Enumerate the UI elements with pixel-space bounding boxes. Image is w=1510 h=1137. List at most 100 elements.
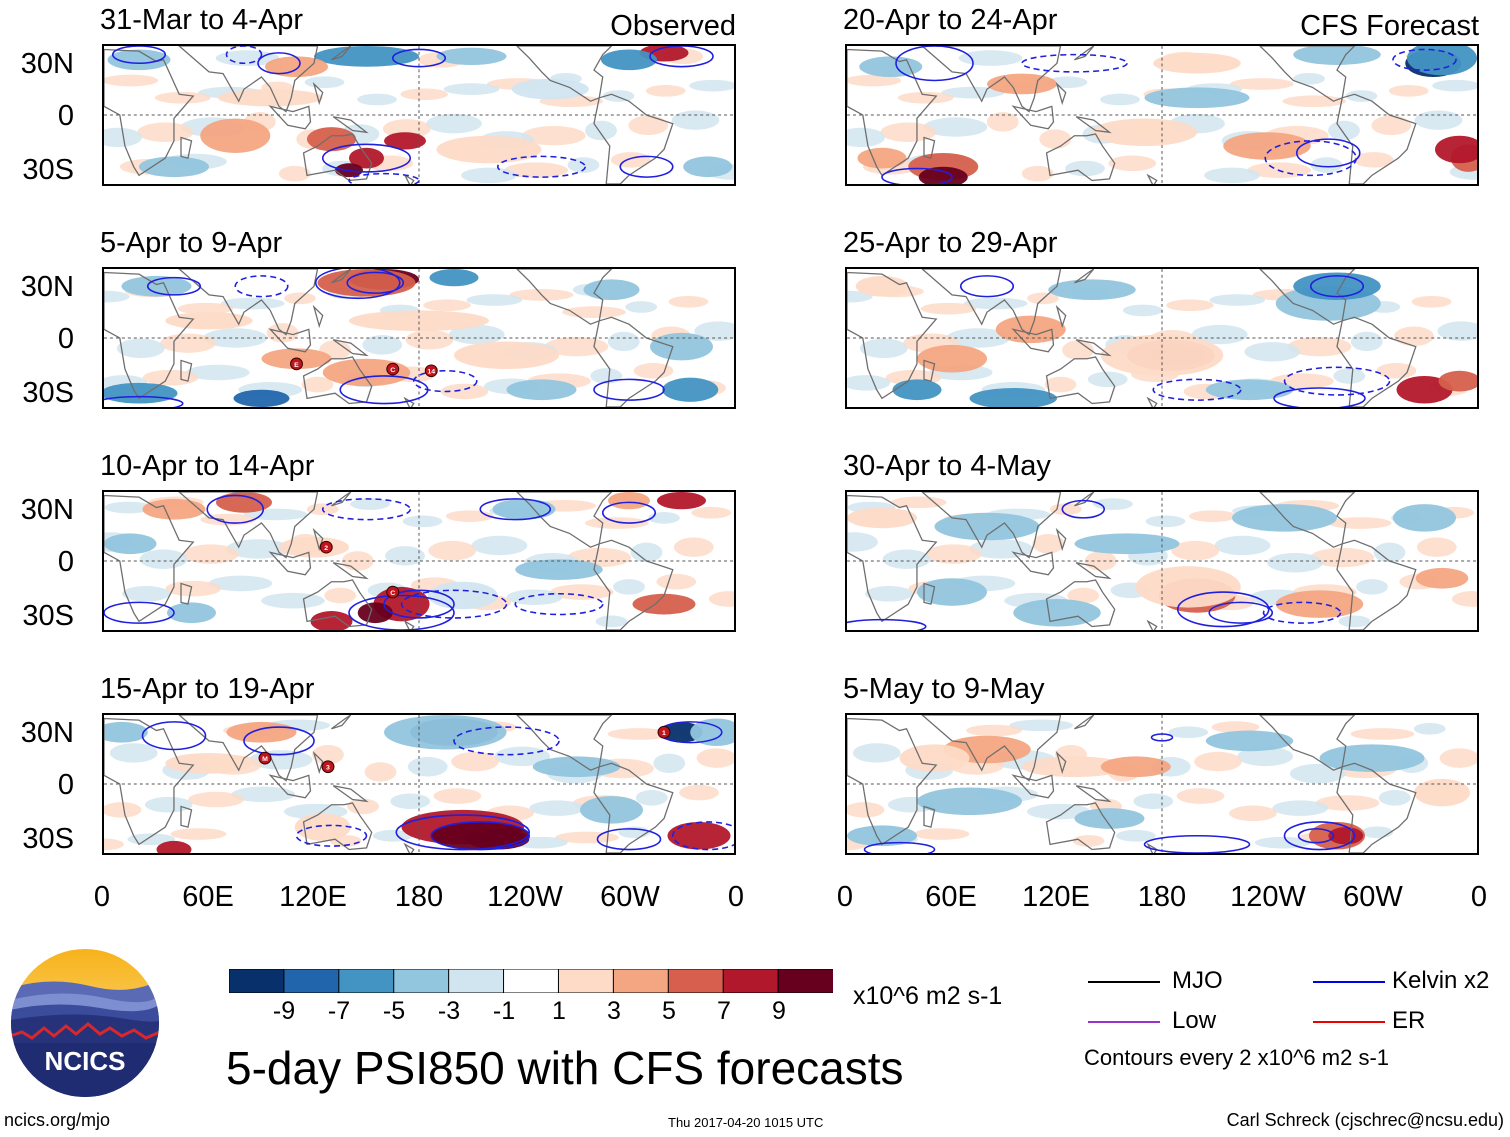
lat-label-row4-0: 0 xyxy=(57,769,74,801)
f0-anomaly-blob-2 xyxy=(857,147,907,169)
o2-field-noise-34 xyxy=(261,592,325,609)
colorbar xyxy=(228,968,834,994)
o3-storm-marker-dot-1 xyxy=(321,760,335,774)
o1-field-noise-1 xyxy=(633,363,674,379)
colorbar-swatch-4 xyxy=(448,968,505,994)
o3-kelvin-contour-4 xyxy=(596,828,662,851)
f1-field-noise-10 xyxy=(1333,368,1366,384)
o2-kelvin-contour-2 xyxy=(348,594,455,630)
o3-anomaly-blob-14 xyxy=(532,756,621,778)
o3-anomaly-blob-1 xyxy=(384,715,507,750)
f0-anomaly-blob-8 xyxy=(987,73,1057,95)
o3-field-noise-28 xyxy=(529,800,586,816)
o1-field-noise-2 xyxy=(694,321,734,341)
legend-line-kelvin xyxy=(1313,981,1385,983)
f0-anomaly-blob-5 xyxy=(1293,46,1381,65)
f0-field-noise-5 xyxy=(986,112,1019,132)
timestamp: Thu 2017-04-20 1015 UTC xyxy=(668,1115,824,1130)
f2-field-noise-2 xyxy=(847,532,878,552)
f0-field-noise-35 xyxy=(1039,129,1072,149)
map-svg-fcst-1 xyxy=(847,46,1477,184)
o2-field-noise-25 xyxy=(324,587,357,604)
f0-coastline-3 xyxy=(1011,105,1055,130)
f2-coastline-9 xyxy=(1055,527,1067,552)
f1-field-noise-2 xyxy=(1437,321,1477,341)
map-panel-obs-4: M 3 1 xyxy=(102,713,736,855)
o3-field-noise-7 xyxy=(433,788,482,804)
o1-field-noise-29 xyxy=(544,336,609,357)
o2-coastline-0 xyxy=(104,494,195,623)
o1-kelvin-contour-6 xyxy=(104,395,184,407)
o3-storm-marker-dot-0 xyxy=(258,751,272,765)
f1-coastline-2 xyxy=(1045,356,1116,405)
o1-anomaly-blob-8 xyxy=(453,341,559,370)
f1-coastline-6 xyxy=(1336,316,1417,407)
o2-field-noise-8 xyxy=(471,535,528,556)
o2-kelvin-contour-6 xyxy=(601,501,657,524)
o1-anomaly-blob-11 xyxy=(662,377,719,402)
o3-field-noise-12 xyxy=(127,833,176,846)
f1-anomaly-blob-11 xyxy=(969,388,1057,407)
f1-coastline-9 xyxy=(1055,304,1067,329)
o0-anomaly-blob-11 xyxy=(139,156,209,178)
colorbar-label-4: -1 xyxy=(492,997,516,1025)
f0-field-noise-23 xyxy=(880,122,937,142)
site-link[interactable]: ncics.org/mjo xyxy=(4,1110,111,1130)
o2-field-noise-19 xyxy=(549,584,614,600)
f3-coastline-3 xyxy=(1011,774,1055,799)
f1-field-noise-8 xyxy=(1191,324,1248,345)
f2-coastline-3 xyxy=(1011,551,1055,576)
o0-coastline-3 xyxy=(268,105,312,130)
f0-coastline-7 xyxy=(923,136,936,159)
lat-label-row1-0: 0 xyxy=(57,100,74,132)
o1-field-noise-32 xyxy=(116,338,165,359)
o2-storm-marker-dot-0 xyxy=(319,540,333,554)
o1-anomaly-blob-9 xyxy=(583,279,640,301)
f3-kelvin-contour-2 xyxy=(1143,834,1251,853)
f3-anomaly-blob-7 xyxy=(1328,827,1364,845)
o2-field-noise-13 xyxy=(165,580,222,597)
o0-field-noise-29 xyxy=(521,125,586,146)
lat-label-row4-30s: 30S xyxy=(22,823,74,855)
f0-kelvin-contour-5 xyxy=(881,167,953,184)
f1-field-noise-20 xyxy=(1350,331,1383,352)
map-svg-obs-2: E C 14 xyxy=(104,269,734,407)
o3-field-noise-35 xyxy=(364,762,397,782)
o3-field-noise-13 xyxy=(188,791,244,808)
f2-anomaly-blob-6 xyxy=(917,578,987,606)
lon-label-left-0-end: 0 xyxy=(727,881,745,913)
f0-field-noise-21 xyxy=(1388,85,1429,97)
f0-anomaly-blob-10 xyxy=(1092,118,1197,147)
colorbar-swatch-5 xyxy=(503,968,560,994)
o3-anomaly-blob-9 xyxy=(667,821,731,850)
o1-kelvin-contour-5 xyxy=(234,275,289,298)
f1-anomaly-blob-6 xyxy=(917,344,987,373)
o1-storm-marker-1: C xyxy=(386,362,400,376)
f1-kelvin-contour-1 xyxy=(1283,366,1391,396)
f1-coastline-7 xyxy=(923,359,936,382)
o2-anomaly-blob-5 xyxy=(657,492,706,510)
colorbar-units: x10^6 m2 s-1 xyxy=(853,982,1003,1010)
f3-field-noise-10 xyxy=(1378,790,1411,806)
f0-kelvin-contour-2 xyxy=(1264,140,1358,177)
o1-coastline-4 xyxy=(332,339,369,357)
o2-field-noise-21 xyxy=(691,506,732,519)
colorbar-swatch-10 xyxy=(777,968,834,994)
o0-kelvin-contour-2 xyxy=(321,143,412,173)
o1-field-noise-18 xyxy=(466,294,523,306)
o2-field-noise-4 xyxy=(208,575,273,592)
f1-field-noise-36 xyxy=(1122,304,1163,317)
map-panel-obs-1 xyxy=(102,44,736,186)
legend-label-er: ER xyxy=(1392,1007,1426,1034)
o3-field-noise-11 xyxy=(696,748,734,768)
f1-field-noise-33 xyxy=(920,302,977,315)
f1-field-noise-38 xyxy=(1244,342,1301,362)
o1-field-noise-33 xyxy=(177,302,234,315)
o1-storm-marker-dot-1 xyxy=(386,362,400,376)
o0-kelvin-contour-4 xyxy=(619,155,674,178)
o3-coastline-6 xyxy=(593,762,674,853)
f1-coastline-0 xyxy=(847,271,938,400)
f1-coastline-3 xyxy=(1011,328,1055,353)
o2-field-noise-39 xyxy=(584,517,649,529)
f1-kelvin-contour-0 xyxy=(1273,387,1366,407)
